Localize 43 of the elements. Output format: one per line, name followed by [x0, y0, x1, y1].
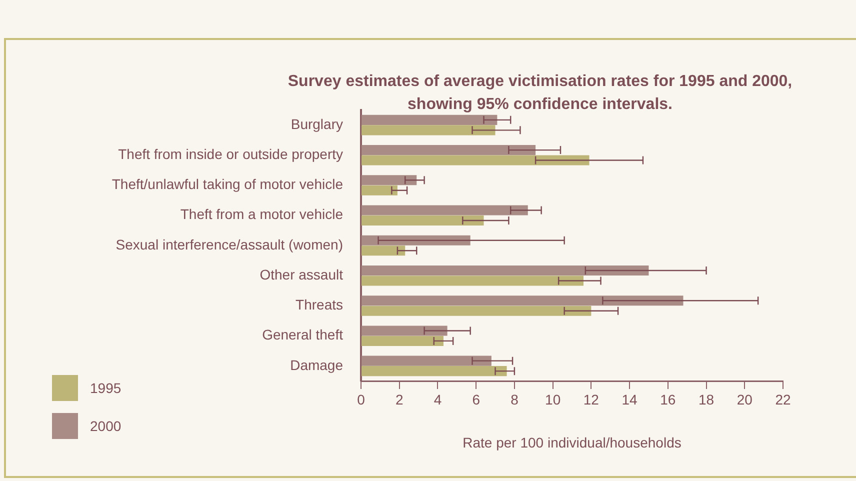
y-tick-label: General theft: [262, 326, 344, 343]
bar: [362, 185, 398, 196]
bar: [362, 265, 649, 276]
chart-title: Survey estimates of average victimisation rates for 1995 and 2000, showing 95% confidence intervals.: [286, 72, 794, 115]
x-tick-label: 4: [434, 391, 442, 408]
bar: [362, 276, 584, 286]
x-tick-label: 0: [357, 391, 366, 408]
x-axis-title: Rate per 100 individual/households: [462, 434, 682, 450]
bar: [362, 114, 498, 125]
bar: [362, 175, 417, 186]
bar: [362, 306, 592, 316]
bar: [362, 155, 590, 166]
y-tick-label: Other assault: [260, 266, 344, 282]
x-tick-label: 12: [583, 391, 600, 408]
bar: [362, 326, 448, 336]
y-tick-label: Threats: [296, 296, 343, 313]
x-tick-label: 20: [736, 391, 753, 408]
y-tick-label: Theft from inside or outside property: [118, 146, 343, 162]
y-tick-label: Theft from a motor vehicle: [180, 206, 344, 222]
x-tick-label: 2: [395, 391, 404, 408]
bar: [362, 235, 470, 246]
legend-label: 1995: [90, 380, 122, 396]
x-tick-label: 10: [545, 391, 561, 408]
bar: [362, 296, 684, 306]
bar: [362, 356, 492, 366]
bar: [362, 215, 484, 226]
x-tick-label: 18: [698, 391, 714, 408]
bar: [362, 145, 536, 156]
bar: [362, 336, 444, 346]
y-tick-label: Damage: [290, 356, 344, 373]
x-tick-label: 6: [472, 391, 480, 408]
x-tick-label: 22: [775, 391, 791, 408]
legend-label: 2000: [90, 418, 122, 434]
bar: [362, 125, 496, 136]
y-tick-label: Burglary: [290, 116, 343, 132]
bar: [362, 246, 406, 256]
bar: [362, 205, 528, 216]
y-tick-label: Theft/unlawful taking of motor vehicle: [112, 176, 344, 192]
x-tick-label: 8: [510, 391, 519, 408]
y-tick-label: Sexual interference/assault (women): [116, 236, 343, 252]
x-tick-label: 16: [660, 391, 676, 408]
x-tick-label: 14: [622, 391, 638, 408]
bar: [362, 366, 507, 376]
